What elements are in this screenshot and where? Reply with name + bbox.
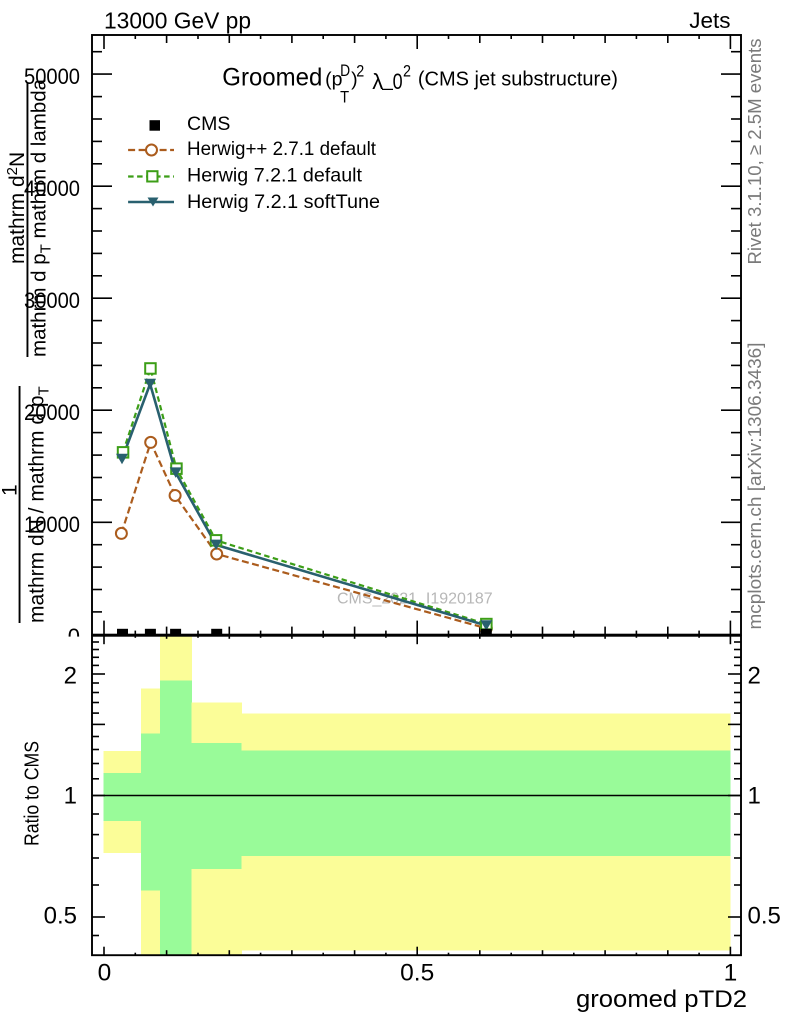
svg-text:mathrm dN / mathrm d pT: mathrm dN / mathrm d pT [26,386,53,623]
svg-text:T: T [340,89,349,107]
svg-text:0.5: 0.5 [400,960,434,987]
svg-text:20000: 20000 [24,400,80,425]
svg-text:0: 0 [393,69,403,94]
svg-text:λ: λ [372,69,383,94]
svg-text:50000: 50000 [24,64,80,89]
svg-text:13000 GeV pp: 13000 GeV pp [104,8,251,34]
svg-text:40000: 40000 [24,176,80,201]
svg-text:): ) [351,69,358,91]
svg-text:(CMS jet substructure): (CMS jet substructure) [418,69,618,91]
svg-text:Jets: Jets [689,8,730,33]
svg-text:1: 1 [724,960,738,987]
svg-text:Herwig 7.2.1 softTune: Herwig 7.2.1 softTune [187,191,380,213]
svg-text:30000: 30000 [24,288,80,313]
svg-text:Rivet 3.1.10, ≥ 2.5M events: Rivet 3.1.10, ≥ 2.5M events [744,39,765,265]
svg-text:Groomed: Groomed [222,64,322,92]
svg-text:groomed pTD2: groomed pTD2 [576,986,747,1013]
svg-text:1: 1 [64,783,77,810]
svg-text:D: D [340,62,350,80]
svg-text:2: 2 [356,62,364,81]
svg-text:Ratio to CMS: Ratio to CMS [21,741,44,846]
svg-text:Herwig 7.2.1 default: Herwig 7.2.1 default [187,165,363,187]
svg-text:1: 1 [748,783,761,810]
svg-text:mathrm d2N: mathrm d2N [4,152,29,264]
svg-text:mathrm d pT mathrm d lambda: mathrm d pT mathrm d lambda [28,78,55,357]
svg-text:CMS: CMS [187,113,230,135]
svg-text:0.5: 0.5 [44,902,77,929]
svg-text:CMS_2021_I1920187: CMS_2021_I1920187 [337,591,493,608]
svg-text:(p: (p [325,69,342,91]
svg-text:2: 2 [64,662,77,689]
svg-text:1: 1 [0,484,22,496]
svg-text:0.5: 0.5 [748,902,781,929]
svg-text:0: 0 [98,960,112,987]
svg-text:mcplots.cern.ch [arXiv:1306.34: mcplots.cern.ch [arXiv:1306.3436] [744,343,765,630]
svg-text:2: 2 [748,662,761,689]
svg-text:2: 2 [403,62,411,81]
svg-text:_: _ [381,70,393,91]
svg-text:10000: 10000 [24,512,80,537]
svg-text:Herwig++ 2.7.1 default: Herwig++ 2.7.1 default [187,138,377,160]
